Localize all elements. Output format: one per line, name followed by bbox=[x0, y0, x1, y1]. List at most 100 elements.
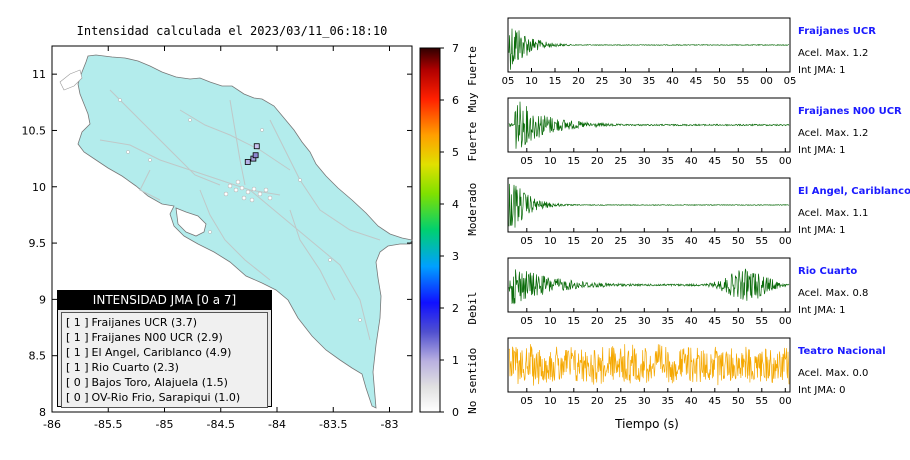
waveform-tick-label: 35 bbox=[661, 156, 674, 167]
waveform-tick-label: 40 bbox=[685, 156, 698, 167]
station-name: Fraijanes UCR bbox=[798, 26, 876, 37]
legend-row-code: [ 1 ] bbox=[66, 316, 89, 329]
waveform-tick-label: 00 bbox=[779, 316, 792, 327]
waveform-tick-label: 15 bbox=[567, 156, 580, 167]
legend-row: [ 1 ] Rio Cuarto (2.3) bbox=[66, 360, 263, 375]
waveform-tick-label: 15 bbox=[549, 76, 562, 87]
colorbar-tick-label: 3 bbox=[452, 250, 459, 263]
max-acceleration: Acel. Max. 1.1 bbox=[798, 208, 868, 219]
colorbar-tick-label: 5 bbox=[452, 146, 459, 159]
map-axis-ticks: -86 -85.5 -85 -84.5 -84 -83.5 -83 11 10.5 10 9.5 9 8… bbox=[22, 46, 412, 431]
waveform-tick-label: 50 bbox=[732, 316, 745, 327]
station-marker bbox=[244, 159, 251, 165]
waveform-frame bbox=[507, 257, 791, 313]
waveform-tick-label: 25 bbox=[596, 76, 609, 87]
legend-row-text: Fraijanes N00 UCR (2.9) bbox=[88, 331, 223, 344]
legend-row: [ 0 ] Bajos Toro, Alajuela (1.5) bbox=[66, 375, 263, 390]
legend-row-code: [ 1 ] bbox=[66, 361, 89, 374]
waveform-tick-label: 10 bbox=[544, 156, 557, 167]
waveform-tick-label: 05 bbox=[520, 156, 533, 167]
jma-intensity: Int JMA: 1 bbox=[798, 145, 846, 156]
waveform-tick-label: 30 bbox=[638, 396, 651, 407]
waveform-trace bbox=[508, 28, 789, 70]
waveform-trace bbox=[508, 101, 790, 149]
waveform-tick-label: 20 bbox=[572, 76, 585, 87]
waveform-tick-label: 00 bbox=[779, 236, 792, 247]
max-acceleration: Acel. Max. 1.2 bbox=[798, 48, 868, 59]
waveform-tick-label: 10 bbox=[544, 316, 557, 327]
waveform-tick-label: 50 bbox=[713, 76, 726, 87]
gulf-of-nicoya bbox=[175, 207, 207, 237]
waveform-tick-label: 20 bbox=[591, 396, 604, 407]
legend-row-code: [ 0 ] bbox=[66, 391, 89, 404]
waveform-tick-label: 25 bbox=[614, 316, 627, 327]
waveform-tick-label: 35 bbox=[643, 76, 656, 87]
map-x-tick-label: -84.5 bbox=[207, 418, 235, 431]
waveform-tick-label: 15 bbox=[567, 396, 580, 407]
waveform-tick-label: 35 bbox=[661, 316, 674, 327]
waveform-tick-label: 00 bbox=[760, 76, 773, 87]
waveform-tick-label: 25 bbox=[614, 236, 627, 247]
waveform-tick-label: 40 bbox=[666, 76, 679, 87]
waveform-tick-label: 20 bbox=[591, 236, 604, 247]
waveform-panel: 05 10 15 20 25 30 35 40 45 50 55 00 El Angel, Caribl… bbox=[507, 177, 910, 247]
legend-row: [ 1 ] Fraijanes UCR (3.7) bbox=[66, 315, 263, 330]
map-x-tick-label: -85 bbox=[156, 418, 174, 431]
map-y-tick-label: 8.5 bbox=[29, 350, 47, 363]
waveform-panels: 05 10 15 20 25 30 35 40 45 50 55 00 05 Fraijanes UCR A… bbox=[502, 17, 910, 431]
waveform-tick-label: 30 bbox=[638, 156, 651, 167]
legend-row-text: Fraijanes UCR (3.7) bbox=[88, 316, 198, 329]
map-y-tick-label: 10.5 bbox=[22, 124, 47, 137]
map-x-tick-label: -86 bbox=[43, 418, 61, 431]
legend-row-code: [ 1 ] bbox=[66, 346, 89, 359]
colorbar-tick-label: 2 bbox=[452, 302, 459, 315]
map-y-tick-label: 10 bbox=[32, 181, 46, 194]
legend-row-text: Bajos Toro, Alajuela (1.5) bbox=[88, 376, 228, 389]
map-x-tick-label: -84 bbox=[268, 418, 286, 431]
lake-fragment bbox=[59, 69, 83, 91]
legend-row-text: OV-Rio Frio, Sarapiqui (1.0) bbox=[88, 391, 241, 404]
colorbar-category-label: Debil bbox=[466, 291, 479, 324]
jma-intensity: Int JMA: 1 bbox=[798, 65, 846, 76]
waveform-tick-label: 25 bbox=[614, 156, 627, 167]
waveform-tick-label: 50 bbox=[732, 156, 745, 167]
waveform-tick-label: 35 bbox=[661, 236, 674, 247]
waveform-tick-label: 05 bbox=[784, 76, 797, 87]
legend-row: [ 1 ] El Angel, Cariblanco (4.9) bbox=[66, 345, 263, 360]
waveform-trace bbox=[508, 183, 789, 228]
map-y-tick-label: 9.5 bbox=[29, 237, 47, 250]
waveform-panel: 05 10 15 20 25 30 35 40 45 50 55 00 Fraijanes N00 UC… bbox=[507, 97, 902, 167]
jma-intensity: Int JMA: 1 bbox=[798, 305, 846, 316]
waveform-tick-label: 10 bbox=[544, 396, 557, 407]
waveform-tick-label: 35 bbox=[661, 396, 674, 407]
colorbar-tick-label: 4 bbox=[452, 198, 459, 211]
waveform-tick-label: 50 bbox=[732, 236, 745, 247]
max-acceleration: Acel. Max. 0.0 bbox=[798, 368, 868, 379]
waveform-tick-label: 25 bbox=[614, 396, 627, 407]
colorbar-labels: No sentido Debil Moderado Fuerte Muy Fuerte bbox=[466, 46, 479, 414]
station-markers bbox=[244, 143, 260, 165]
waveform-panel: 05 10 15 20 25 30 35 40 45 50 55 00 05 Fraijanes UCR A… bbox=[502, 17, 876, 87]
colorbar-tick-label: 6 bbox=[452, 94, 459, 107]
map-y-tick-label: 9 bbox=[39, 293, 46, 306]
map-y-tick-label: 11 bbox=[32, 68, 46, 81]
waveform-tick-label: 45 bbox=[708, 396, 721, 407]
colorbar-tick-label: 1 bbox=[452, 354, 459, 367]
station-name: Teatro Nacional bbox=[798, 346, 886, 357]
city-dots bbox=[118, 98, 362, 322]
waveform-tick-label: 40 bbox=[685, 316, 698, 327]
legend-row-code: [ 1 ] bbox=[66, 331, 89, 344]
legend-row-text: El Angel, Cariblanco (4.9) bbox=[88, 346, 232, 359]
waveform-tick-label: 05 bbox=[502, 76, 515, 87]
station-name: Fraijanes N00 UCR bbox=[798, 106, 902, 117]
waveform-tick-label: 55 bbox=[755, 316, 768, 327]
waveform-tick-label: 45 bbox=[708, 316, 721, 327]
map-x-tick-label: -83 bbox=[381, 418, 399, 431]
waveform-tick-label: 55 bbox=[755, 236, 768, 247]
waveform-tick-label: 45 bbox=[708, 156, 721, 167]
waveform-tick-label: 10 bbox=[544, 236, 557, 247]
legend-row: [ 0 ] OV-Rio Frio, Sarapiqui (1.0) bbox=[66, 390, 263, 405]
waveform-tick-label: 30 bbox=[638, 236, 651, 247]
waveform-tick-label: 40 bbox=[685, 236, 698, 247]
waveform-tick-label: 55 bbox=[755, 156, 768, 167]
